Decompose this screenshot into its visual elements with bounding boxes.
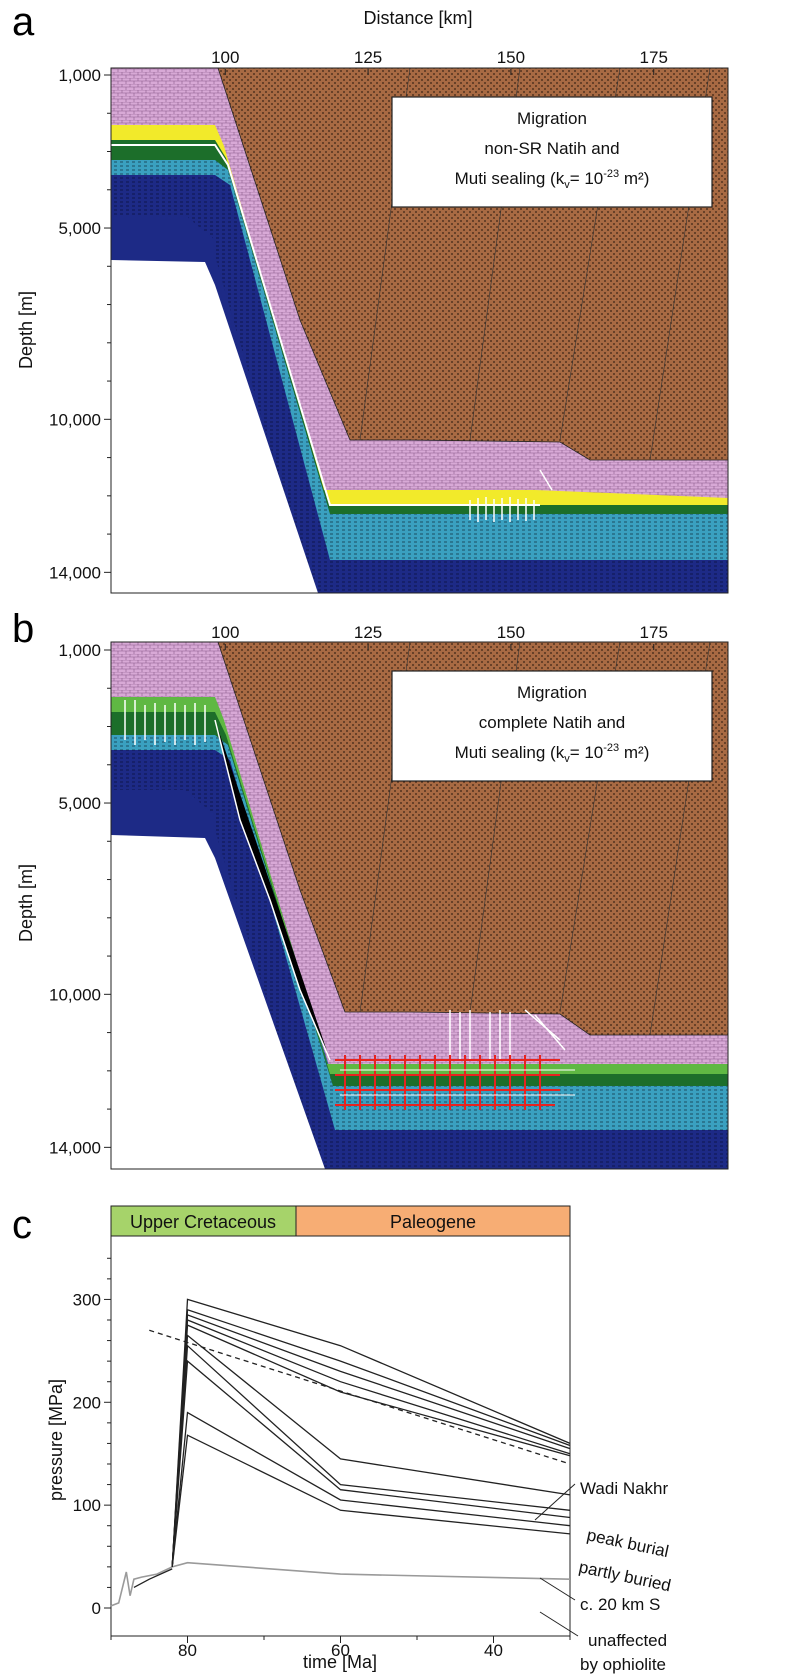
legend-box-a <box>391 96 713 208</box>
panel-label-b: b <box>12 607 34 651</box>
series-line <box>171 1298 571 1567</box>
legend-b-line1: Migration <box>517 683 587 702</box>
y-tick-label: 10,000 <box>49 410 101 429</box>
series-line <box>171 1313 571 1567</box>
annotation-partly-buried: partly buried <box>577 1557 672 1595</box>
x-tick-label: 100 <box>211 623 239 642</box>
y-tick-label: 14,000 <box>49 563 101 582</box>
annotation-peak-burial: peak burial <box>585 1525 670 1561</box>
annotation-unaffected: unaffected <box>588 1631 667 1650</box>
annotation-wadi-nakhr: Wadi Nakhr <box>580 1479 669 1498</box>
panel-label-a: a <box>12 0 35 44</box>
panel-c-ylabel: pressure [MPa] <box>46 1379 66 1501</box>
y-tick-label: 100 <box>73 1496 101 1515</box>
legend-b-line3: Muti sealing (kv= 10-23 m²) <box>455 742 650 765</box>
series-early <box>133 1568 173 1588</box>
y-tick-label: 1,000 <box>58 641 101 660</box>
panel-label-c: c <box>12 1203 32 1247</box>
period-upper-cretaceous-label: Upper Cretaceous <box>130 1212 276 1232</box>
reservoir-a <box>111 145 728 560</box>
panel-b: Depth [m] 100 12 <box>16 623 729 1170</box>
annotation-by-ophiolite: by ophiolite <box>580 1655 666 1674</box>
legend-box-b <box>391 670 713 782</box>
y-tick-label: 200 <box>73 1393 101 1412</box>
x-tick-label: 125 <box>354 48 382 67</box>
y-tick-label: 5,000 <box>58 219 101 238</box>
leader-20km <box>539 1577 576 1601</box>
y-tick-label: 300 <box>73 1290 101 1309</box>
panel-a-ylabel: Depth [m] <box>16 291 36 369</box>
y-tick-label: 10,000 <box>49 985 101 1004</box>
series-line <box>171 1359 571 1567</box>
x-tick-label: 175 <box>640 48 668 67</box>
y-tick-label: 5,000 <box>58 794 101 813</box>
panel-a-xlabel: Distance [km] <box>363 8 472 28</box>
y-tick-label: 14,000 <box>49 1138 101 1157</box>
series-line <box>171 1411 571 1567</box>
legend-a-line2: non-SR Natih and <box>484 139 619 158</box>
panel-c-xlabel: time [Ma] <box>303 1652 377 1672</box>
x-tick-label: 150 <box>497 48 525 67</box>
y-tick-label: 0 <box>92 1599 101 1618</box>
panel-b-ylabel: Depth [m] <box>16 864 36 942</box>
panel-a-frame <box>110 67 729 594</box>
x-tick-label: 175 <box>640 623 668 642</box>
peak-burial-line <box>149 1329 571 1465</box>
leader-wadi-nakhr <box>534 1483 576 1521</box>
period-paleogene-label: Paleogene <box>390 1212 476 1232</box>
x-tick-label: 40 <box>484 1641 503 1660</box>
y-tick-label: 1,000 <box>58 66 101 85</box>
series-line <box>171 1434 571 1567</box>
legend-a-line3: Muti sealing (kv= 10-23 m²) <box>455 168 650 191</box>
period-paleogene <box>295 1205 571 1237</box>
legend-b-line2: complete Natih and <box>479 713 625 732</box>
x-tick-label: 60 <box>331 1641 350 1660</box>
leader-unaffected <box>539 1611 579 1637</box>
panel-a: Distance [km] Depth [m] 100 125 150 175 1,00… <box>16 8 729 594</box>
x-tick-label: 150 <box>497 623 525 642</box>
series-unaffected <box>110 1561 571 1607</box>
legend-a-line1: Migration <box>517 109 587 128</box>
series-line <box>171 1319 571 1567</box>
series-line <box>171 1334 571 1567</box>
series-line <box>171 1324 571 1567</box>
annotation-20km-s: c. 20 km S <box>580 1595 660 1614</box>
no-data-a <box>111 260 318 593</box>
panel-c: Upper Cretaceous Paleogene 0 100 200 300 80 6… <box>46 1205 673 1674</box>
x-tick-label: 80 <box>178 1641 197 1660</box>
x-tick-label: 125 <box>354 623 382 642</box>
x-tick-label: 100 <box>211 48 239 67</box>
